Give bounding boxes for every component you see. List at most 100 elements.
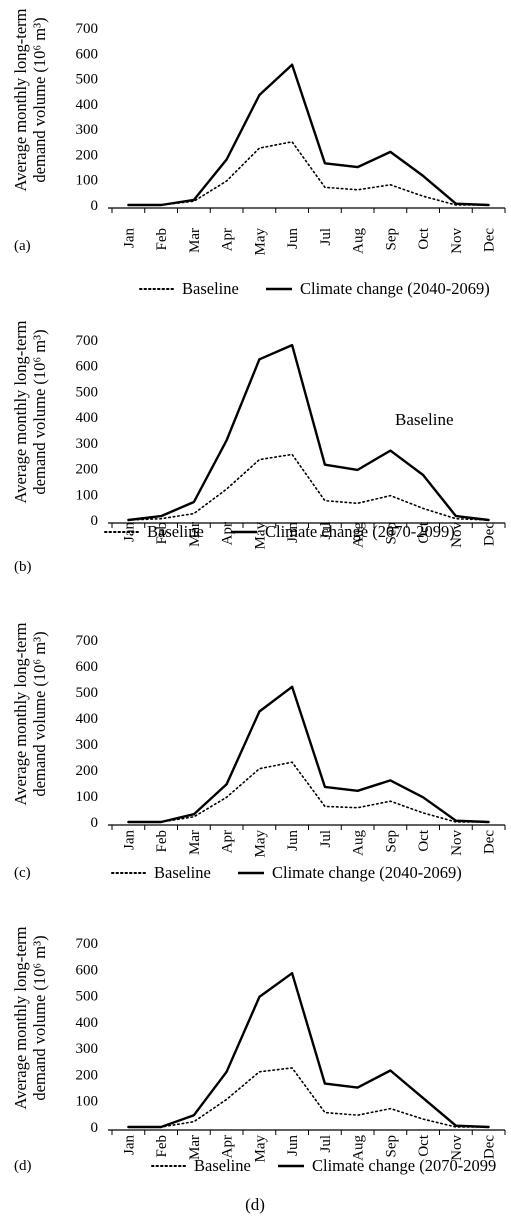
y-tick-label: 0 xyxy=(91,1120,99,1136)
climate-change-series-line xyxy=(127,972,490,1129)
y-tick-label: 100 xyxy=(76,1094,99,1110)
x-tick-label: Jul xyxy=(318,1135,334,1153)
y-tick-label: 600 xyxy=(76,659,99,675)
y-axis-title: demand volume (10⁶ m³) xyxy=(30,329,49,494)
x-tick-label: Oct xyxy=(416,1134,432,1156)
chart-panel-d: Average monthly long-term demand volume (… xyxy=(11,926,506,1175)
y-tick-label: 500 xyxy=(76,384,99,400)
x-tick-label: Aug xyxy=(351,522,367,548)
x-tick-label: Dec xyxy=(482,1135,498,1159)
y-tick-label: 0 xyxy=(91,198,99,214)
x-tick-label: Nov xyxy=(449,522,465,548)
y-tick-label: 300 xyxy=(76,737,99,753)
y-tick-label: 600 xyxy=(76,962,99,978)
y-axis-title: demand volume (10⁶ m³) xyxy=(30,17,49,182)
climate-change-series-line xyxy=(127,343,490,522)
y-tick-label: 300 xyxy=(76,436,99,452)
x-tick-label: Apr xyxy=(220,1135,236,1158)
x-tick-label: Mar xyxy=(187,228,203,253)
y-tick-label: 400 xyxy=(76,97,99,113)
y-tick-label: 200 xyxy=(76,1067,99,1083)
x-tick-label: Apr xyxy=(220,228,236,251)
x-tick-label: Nov xyxy=(449,830,465,856)
legend-baseline-label: Baseline xyxy=(182,279,239,298)
panel-label: (c) xyxy=(14,865,31,881)
legend-climate-label: Climate change (2070-2099) xyxy=(265,522,455,541)
x-tick-label: May xyxy=(252,830,268,858)
x-tick-label: Mar xyxy=(187,830,203,855)
legend-climate-label: Climate change (2070-2099 xyxy=(312,1156,496,1175)
legend-baseline-label: Baseline xyxy=(147,522,204,541)
x-tick-label: Sep xyxy=(383,228,399,251)
x-tick-label: Apr xyxy=(220,830,236,853)
baseline-series-line xyxy=(127,453,490,521)
x-tick-label: Nov xyxy=(449,228,465,254)
legend-climate-label: Climate change (2040-2069) xyxy=(300,279,490,298)
legend-baseline-label: Baseline xyxy=(194,1156,251,1175)
annotation-label: Baseline xyxy=(395,410,454,429)
y-tick-label: 400 xyxy=(76,1015,99,1031)
y-tick-label: 700 xyxy=(76,333,99,349)
x-tick-label: Jan xyxy=(121,830,137,850)
x-tick-label: Aug xyxy=(351,830,367,856)
panel-label: (a) xyxy=(14,238,31,254)
x-tick-label: Nov xyxy=(449,1135,465,1161)
x-tick-label: Mar xyxy=(187,522,203,547)
y-tick-label: 700 xyxy=(76,936,99,952)
x-tick-label: Jul xyxy=(318,228,334,246)
x-tick-label: Jan xyxy=(121,1135,137,1155)
y-axis-title: Average monthly long-term xyxy=(11,926,30,1109)
panel-label: (b) xyxy=(14,559,32,575)
x-tick-label: Dec xyxy=(482,830,498,854)
x-tick-label: Dec xyxy=(482,228,498,252)
y-tick-label: 200 xyxy=(76,763,99,779)
x-tick-label: May xyxy=(252,522,268,550)
y-tick-label: 600 xyxy=(76,46,99,62)
y-axis-title: Average monthly long-term xyxy=(11,320,30,503)
legend-climate-label: Climate change (2040-2069) xyxy=(272,863,462,882)
x-tick-label: Oct xyxy=(416,829,432,851)
bottom-caption: (d) xyxy=(245,1195,265,1214)
x-tick-label: Sep xyxy=(383,830,399,853)
x-tick-label: May xyxy=(252,228,268,256)
x-tick-label: Dec xyxy=(482,522,498,546)
chart-panel-c: Average monthly long-term demand volume (… xyxy=(11,622,506,882)
x-tick-label: Jun xyxy=(285,522,301,543)
x-tick-label: Apr xyxy=(220,522,236,545)
x-tick-label: Jun xyxy=(285,228,301,249)
x-tick-label: Sep xyxy=(383,1135,399,1158)
y-tick-label: 700 xyxy=(76,21,99,37)
y-tick-label: 100 xyxy=(76,789,99,805)
y-tick-label: 500 xyxy=(76,989,99,1005)
climate-change-series-line xyxy=(127,685,490,824)
x-tick-label: Jul xyxy=(318,830,334,848)
x-tick-label: Jul xyxy=(318,522,334,540)
baseline-series-line xyxy=(127,141,490,206)
y-axis-title: Average monthly long-term xyxy=(11,622,30,805)
x-tick-label: Oct xyxy=(416,521,432,543)
y-axis-title: Average monthly long-term xyxy=(11,8,30,191)
baseline-series-line xyxy=(127,761,490,823)
panel-label: (d) xyxy=(14,1158,32,1174)
x-tick-label: Aug xyxy=(351,1135,367,1161)
legend-baseline-label: Baseline xyxy=(154,863,211,882)
y-tick-label: 0 xyxy=(91,513,99,529)
y-tick-label: 100 xyxy=(76,173,99,189)
chart-panel-b: Average monthly long-term demand volume (… xyxy=(11,320,506,575)
y-tick-label: 500 xyxy=(76,72,99,88)
x-tick-label: Feb xyxy=(154,522,170,545)
y-tick-label: 200 xyxy=(76,147,99,163)
y-tick-label: 100 xyxy=(76,487,99,503)
y-tick-label: 400 xyxy=(76,410,99,426)
x-tick-label: Feb xyxy=(154,1135,170,1158)
x-tick-label: Oct xyxy=(416,227,432,249)
x-tick-label: Jun xyxy=(285,830,301,851)
y-tick-label: 700 xyxy=(76,633,99,649)
y-tick-label: 200 xyxy=(76,462,99,478)
chart-panel-a: Average monthly long-term demand volume (… xyxy=(11,8,506,298)
y-tick-label: 0 xyxy=(91,815,99,831)
x-tick-label: Sep xyxy=(383,522,399,545)
x-tick-label: Jun xyxy=(285,1135,301,1156)
climate-change-series-line xyxy=(127,63,490,207)
baseline-series-line xyxy=(127,1067,490,1128)
